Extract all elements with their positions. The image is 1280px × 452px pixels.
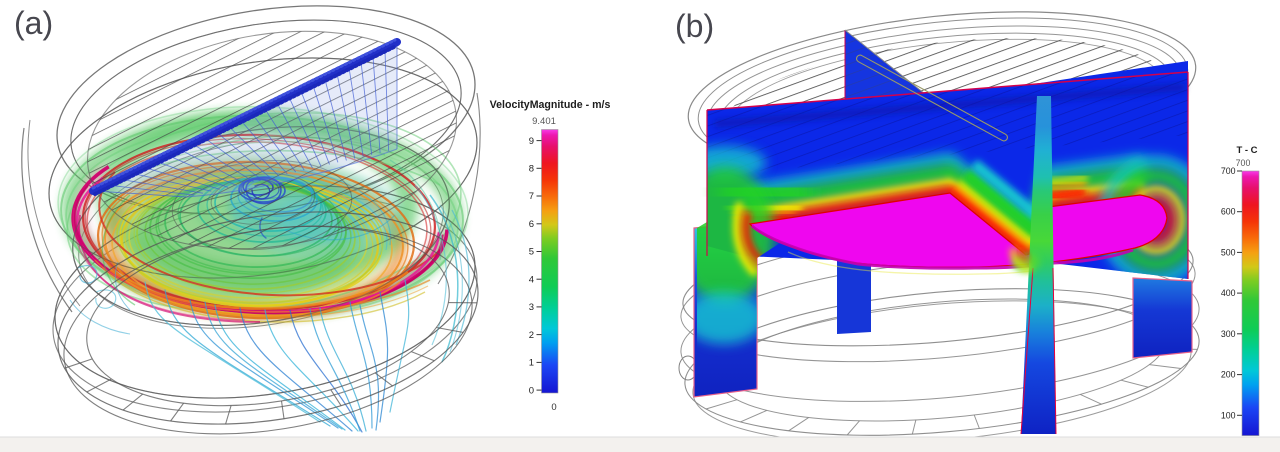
svg-text:2: 2 bbox=[529, 330, 534, 341]
svg-text:VelocityMagnitude - m/s: VelocityMagnitude - m/s bbox=[490, 99, 611, 111]
svg-text:T - C: T - C bbox=[1236, 145, 1257, 156]
svg-text:700: 700 bbox=[1236, 158, 1251, 168]
svg-text:8: 8 bbox=[529, 164, 534, 175]
svg-text:1: 1 bbox=[529, 358, 534, 369]
svg-text:4: 4 bbox=[529, 274, 534, 285]
svg-text:6: 6 bbox=[529, 219, 534, 230]
svg-text:5: 5 bbox=[529, 247, 534, 258]
svg-text:600: 600 bbox=[1221, 207, 1236, 217]
svg-text:100: 100 bbox=[1221, 410, 1236, 420]
svg-text:3: 3 bbox=[529, 302, 534, 313]
svg-text:9: 9 bbox=[529, 136, 534, 147]
svg-text:7: 7 bbox=[529, 191, 534, 202]
svg-text:400: 400 bbox=[1221, 288, 1236, 298]
svg-text:0: 0 bbox=[551, 402, 556, 413]
svg-text:200: 200 bbox=[1221, 370, 1236, 380]
svg-text:700: 700 bbox=[1221, 166, 1236, 176]
svg-text:0: 0 bbox=[529, 385, 534, 396]
svg-text:9.401: 9.401 bbox=[532, 116, 556, 127]
svg-text:300: 300 bbox=[1221, 329, 1236, 339]
svg-text:500: 500 bbox=[1221, 247, 1236, 257]
